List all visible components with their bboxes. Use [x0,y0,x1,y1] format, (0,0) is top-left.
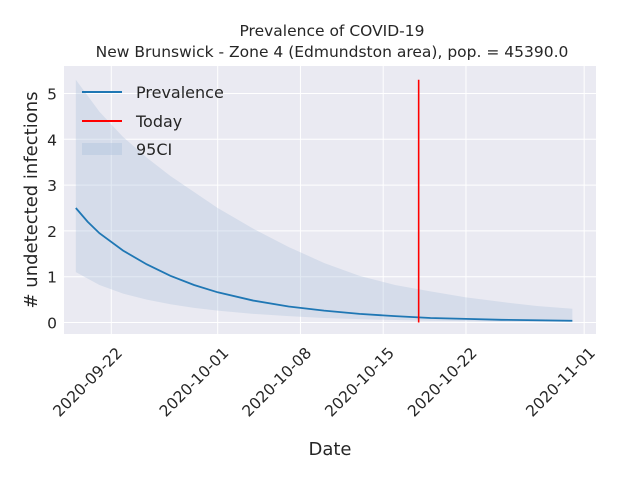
legend-label-today: Today [135,112,182,131]
confidence-band-group [75,79,573,322]
confidence-band-95ci [75,79,573,322]
y-tick-labels: 0 1 2 3 4 5 [47,85,57,332]
y-axis-label: # undetected infections [21,91,42,308]
chart-subtitle: New Brunswick - Zone 4 (Edmundston area)… [96,43,569,61]
y-tick-label: 2 [47,223,57,241]
x-tick-label: 2020-11-01 [522,344,598,420]
plot-area [64,66,596,334]
y-tick-label: 1 [47,269,57,287]
legend-label-95ci: 95CI [136,140,172,159]
y-tick-label: 3 [47,177,57,195]
y-tick-label: 0 [47,315,57,333]
x-axis-label: Date [308,439,351,460]
y-tick-label: 5 [47,85,57,103]
series-lines [75,79,573,323]
x-tick-label: 2020-10-15 [322,344,398,420]
grid-lines [64,66,596,334]
legend-swatch-95ci [82,143,122,155]
legend: Prevalence Today 95CI [82,83,224,159]
chart-title: Prevalence of COVID-19 [239,22,424,40]
series-line-prevalence [75,207,573,322]
x-tick-labels: 2020-09-22 2020-10-01 2020-10-08 2020-10-15… [50,344,599,420]
x-tick-label: 2020-09-22 [50,344,126,420]
legend-label-prevalence: Prevalence [136,83,224,102]
x-tick-label: 2020-10-22 [404,344,480,420]
y-tick-label: 4 [47,131,57,149]
x-tick-label: 2020-10-01 [156,344,232,420]
x-tick-label: 2020-10-08 [239,344,315,420]
